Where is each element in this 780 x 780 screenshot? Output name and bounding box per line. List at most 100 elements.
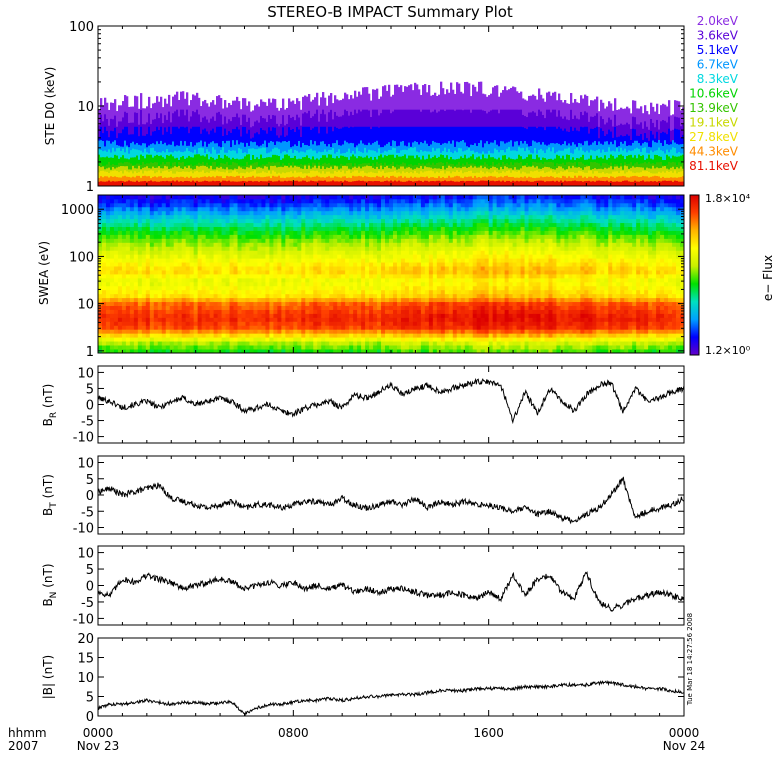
heatmap-cell [201, 277, 207, 283]
ste-bar-44.3keV [308, 176, 311, 186]
heatmap-cell [98, 195, 103, 200]
heatmap-cell [201, 345, 207, 350]
heatmap-cell [245, 195, 250, 200]
heatmap-cell [129, 293, 135, 299]
heatmap-cell [133, 297, 139, 303]
heatmap-cell [237, 285, 242, 291]
heatmap-cell [141, 321, 147, 326]
heatmap-cell [213, 285, 218, 291]
heatmap-cell [141, 270, 147, 275]
heatmap-cell [225, 333, 230, 338]
ste-bar-81.1keV [566, 181, 569, 186]
ste-bar-81.1keV [564, 180, 567, 186]
heatmap-cell [129, 246, 135, 251]
heatmap-cell [253, 226, 258, 231]
heatmap-cell [229, 341, 234, 346]
heatmap-cell [169, 325, 175, 330]
heatmap-cell [193, 206, 199, 212]
heatmap-cell [197, 274, 203, 279]
heatmap-cell [213, 218, 218, 224]
heatmap-cell [137, 345, 143, 350]
heatmap-cell [145, 246, 151, 251]
heatmap-cell [253, 301, 258, 306]
heatmap-cell [193, 250, 199, 255]
heatmap-cell [221, 266, 226, 271]
heatmap-cell [193, 198, 199, 204]
heatmap-cell [161, 349, 167, 354]
heatmap-cell [109, 277, 115, 283]
heatmap-cell [157, 254, 163, 259]
heatmap-cell [261, 254, 266, 259]
ste-bar-44.3keV [646, 176, 649, 186]
heatmap-cell [117, 214, 123, 220]
heatmap-cell [213, 222, 218, 227]
ste-bar-81.1keV [320, 180, 323, 186]
heatmap-cell [149, 285, 155, 291]
heatmap-cell [225, 277, 230, 283]
heatmap-cell [189, 266, 195, 271]
heatmap-cell [257, 301, 262, 306]
heatmap-cell [221, 218, 226, 224]
heatmap-cell [229, 246, 234, 251]
heatmap-cell [177, 297, 183, 303]
heatmap-cell [213, 277, 218, 283]
heatmap-cell [241, 234, 246, 239]
ste-bar-81.1keV [632, 181, 635, 186]
heatmap-cell [133, 321, 139, 326]
heatmap-cell [153, 210, 159, 216]
heatmap-cell [209, 321, 215, 326]
heatmap-cell [237, 234, 242, 239]
heatmap-cell [185, 341, 191, 346]
ste-bar-81.1keV [664, 180, 667, 186]
heatmap-cell [125, 321, 131, 326]
heatmap-cell [205, 198, 211, 204]
heatmap-cell [217, 198, 222, 204]
heatmap-cell [165, 329, 171, 334]
heatmap-cell [169, 301, 175, 306]
heatmap-cell [109, 281, 115, 287]
heatmap-cell [109, 285, 115, 291]
heatmap-cell [197, 293, 203, 299]
heatmap-cell [201, 309, 207, 314]
heatmap-cell [189, 297, 195, 303]
ste-bar-81.1keV [678, 181, 681, 186]
ste-bar-81.1keV [494, 181, 497, 186]
heatmap-cell [257, 321, 262, 326]
heatmap-cell [257, 317, 262, 322]
heatmap-cell [189, 234, 195, 239]
ste-bar-81.1keV [648, 181, 651, 186]
ste-legend-entry: 44.3keV [689, 145, 739, 159]
heatmap-cell [101, 293, 107, 299]
heatmap-cell [213, 329, 218, 334]
heatmap-cell [197, 195, 203, 200]
heatmap-cell [257, 218, 262, 224]
ste-bar-81.1keV [670, 180, 673, 186]
heatmap-cell [229, 195, 234, 200]
heatmap-cell [209, 254, 215, 259]
heatmap-cell [221, 230, 226, 235]
ste-bar-81.1keV [204, 180, 207, 186]
ste-bar-81.1keV [582, 181, 585, 186]
ste-bar-81.1keV [514, 181, 517, 186]
heatmap-cell [201, 206, 207, 212]
heatmap-cell [225, 266, 230, 271]
heatmap-cell [113, 281, 119, 287]
heatmap-cell [117, 234, 123, 239]
heatmap-cell [129, 258, 135, 263]
heatmap-cell [145, 277, 151, 283]
heatmap-cell [137, 238, 143, 243]
heatmap-cell [201, 333, 207, 338]
heatmap-cell [121, 305, 127, 310]
heatmap-cell [201, 202, 207, 208]
ste-bar-81.1keV [142, 181, 145, 186]
heatmap-cell [101, 226, 107, 231]
heatmap-cell [177, 230, 183, 235]
ste-bar-81.1keV [568, 181, 571, 186]
heatmap-cell [173, 214, 179, 220]
heatmap-cell [249, 333, 254, 338]
heatmap-cell [109, 222, 115, 227]
heatmap-cell [169, 297, 175, 303]
heatmap-cell [161, 274, 167, 279]
heatmap-cell [233, 258, 238, 263]
heatmap-cell [133, 313, 139, 318]
